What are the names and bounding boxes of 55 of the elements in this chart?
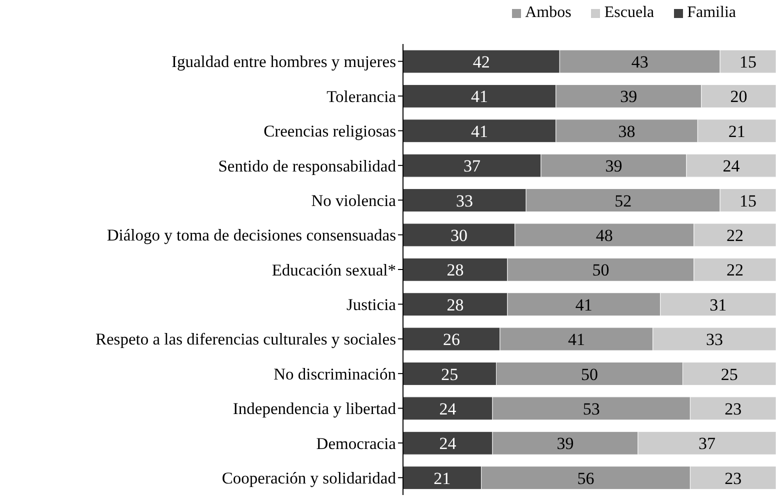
y-tick-label: Democracia xyxy=(316,434,397,453)
y-tick-label: Cooperación y solidaridad xyxy=(222,468,397,488)
data-label: 37 xyxy=(464,156,482,176)
data-label: 15 xyxy=(740,191,757,210)
y-tick-label: Independencia y libertad xyxy=(232,399,397,418)
data-label: 50 xyxy=(581,364,598,384)
data-label: 24 xyxy=(722,156,740,176)
data-label: 22 xyxy=(726,226,744,245)
legend-label: Ambos xyxy=(525,4,572,21)
y-tick-label: Educación sexual* xyxy=(272,260,396,280)
data-label: 38 xyxy=(618,122,636,141)
data-label: 41 xyxy=(575,295,592,314)
data-label: 41 xyxy=(470,87,488,106)
y-tick-label: Creencias religiosas xyxy=(264,122,396,141)
y-tick-label: No violencia xyxy=(311,190,397,210)
y-tick-label: Igualdad entre hombres y mujeres xyxy=(171,52,396,72)
data-label: 24 xyxy=(439,399,457,418)
data-label: 26 xyxy=(442,330,460,350)
data-label: 24 xyxy=(439,434,457,454)
data-label: 33 xyxy=(706,330,723,350)
data-label: 28 xyxy=(446,260,464,280)
y-tick-label: Respeto a las diferencias culturales y sociales xyxy=(95,330,396,349)
data-label: 21 xyxy=(434,468,451,488)
data-label: 39 xyxy=(605,156,622,176)
y-tick-label: No discriminación xyxy=(274,364,396,384)
data-label: 48 xyxy=(596,226,613,245)
data-label: 41 xyxy=(470,122,488,141)
data-label: 28 xyxy=(446,295,464,314)
data-label: 50 xyxy=(592,260,610,280)
data-label: 20 xyxy=(730,87,748,106)
legend-label: Escuela xyxy=(604,4,654,21)
data-label: 43 xyxy=(631,52,648,72)
y-tick-label: Diálogo y toma de decisiones consensuadas xyxy=(106,226,396,245)
data-label: 30 xyxy=(450,226,468,245)
y-tick-label: Sentido de responsabilidad xyxy=(218,156,397,176)
data-label: 15 xyxy=(740,52,757,72)
data-label: 23 xyxy=(724,468,742,488)
data-label: 37 xyxy=(698,434,716,454)
data-label: 23 xyxy=(724,399,742,418)
data-label: 52 xyxy=(614,191,632,210)
data-label: 22 xyxy=(726,260,744,280)
data-label: 42 xyxy=(472,52,490,72)
data-label: 41 xyxy=(568,330,585,350)
data-label: 53 xyxy=(582,399,600,418)
y-tick-label: Tolerancia xyxy=(326,86,397,106)
data-label: 21 xyxy=(728,122,746,141)
data-label: 31 xyxy=(710,295,727,314)
legend-label: Familia xyxy=(687,4,736,21)
data-label: 39 xyxy=(556,434,574,454)
data-label: 25 xyxy=(441,364,458,384)
data-label: 33 xyxy=(456,191,474,210)
y-tick-label: Justicia xyxy=(346,295,397,314)
data-label: 56 xyxy=(577,468,594,488)
data-label: 25 xyxy=(720,364,738,384)
data-label: 39 xyxy=(620,87,638,106)
